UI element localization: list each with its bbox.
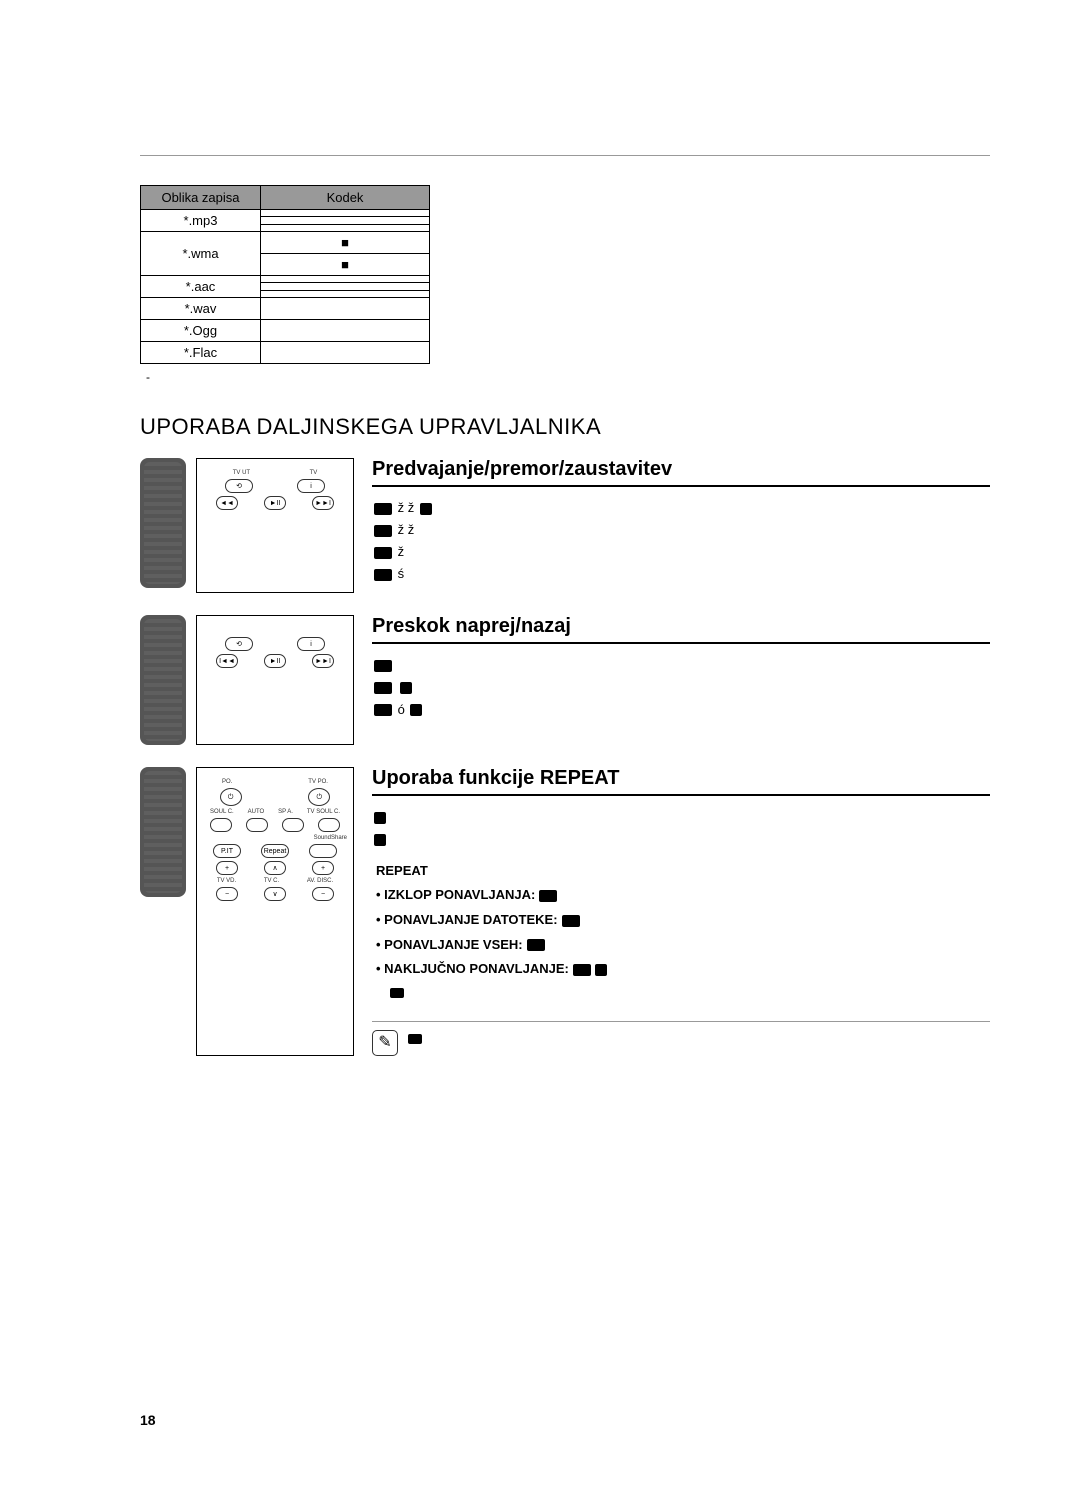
remote-btn xyxy=(282,818,304,832)
table-cell-codec: ■ xyxy=(261,254,430,276)
remote-btn: − xyxy=(312,887,334,901)
codec-note: - xyxy=(158,370,990,384)
remote-diagram-3: PO.TV PO. ⏻⏻ SOUL C.AUTOSP A.TV SOUL C. … xyxy=(140,767,354,1055)
remote-detail-3: PO.TV PO. ⏻⏻ SOUL C.AUTOSP A.TV SOUL C. … xyxy=(196,767,354,1055)
repeat-item: NAKLJUČNO PONAVLJANJE: xyxy=(376,957,990,982)
body-text xyxy=(372,806,990,850)
table-cell-codec xyxy=(261,217,430,224)
remote-btn: ⏻ xyxy=(308,788,330,806)
body-text: ó xyxy=(372,654,990,720)
remote-mini-icon xyxy=(140,458,186,588)
sub-title-1: Predvajanje/premor/zaustavitev xyxy=(372,458,990,487)
note-block: ✎ xyxy=(372,1021,990,1056)
remote-btn: i xyxy=(297,479,325,493)
remote-btn: i xyxy=(297,637,325,651)
table-cell-codec: ■ xyxy=(261,232,430,254)
remote-diagram-1: TV UTTV ⟲i ◄◄►II►►I xyxy=(140,458,354,593)
note-icon: ✎ xyxy=(372,1030,398,1056)
remote-btn: ⟲ xyxy=(225,479,253,493)
table-cell-codec xyxy=(261,298,430,320)
table-cell-format: *.mp3 xyxy=(141,210,261,232)
table-cell-format: *.Flac xyxy=(141,342,261,364)
repeat-item: PONAVLJANJE DATOTEKE: xyxy=(376,908,990,933)
remote-btn: ∨ xyxy=(264,887,286,901)
remote-btn: P.IT xyxy=(213,844,241,858)
body-text: ž ž ž ž ž ś xyxy=(372,497,990,585)
remote-btn: ►►I xyxy=(312,496,334,510)
remote-btn: I◄◄ xyxy=(216,654,238,668)
table-cell-codec xyxy=(261,320,430,342)
remote-btn: ►►I xyxy=(312,654,334,668)
sub-title-3: Uporaba funkcije REPEAT xyxy=(372,767,990,796)
th-codec: Kodek xyxy=(261,186,430,210)
remote-btn: Repeat xyxy=(261,844,289,858)
codec-table: Oblika zapisa Kodek *.mp3*.wma■■*.aac*.w… xyxy=(140,185,430,364)
remote-btn: ⏻ xyxy=(220,788,242,806)
remote-btn: ◄◄ xyxy=(216,496,238,510)
table-cell-codec xyxy=(261,210,430,217)
remote-btn xyxy=(210,818,232,832)
table-cell-codec xyxy=(261,290,430,297)
sub-title-2: Preskok naprej/nazaj xyxy=(372,615,990,644)
remote-mini-icon xyxy=(140,615,186,745)
page-number: 18 xyxy=(140,1412,156,1428)
table-cell-codec xyxy=(261,342,430,364)
repeat-list: REPEAT IZKLOP PONAVLJANJA: PONAVLJANJE D… xyxy=(376,859,990,1007)
table-cell-codec xyxy=(261,224,430,231)
remote-btn: − xyxy=(216,887,238,901)
remote-btn: ►II xyxy=(264,496,286,510)
remote-btn: + xyxy=(312,861,334,875)
table-cell-format: *.aac xyxy=(141,276,261,298)
remote-detail-2: ⟲ i I◄◄ ►II ►►I xyxy=(196,615,354,745)
table-cell-codec xyxy=(261,283,430,290)
remote-btn: + xyxy=(216,861,238,875)
remote-btn xyxy=(309,844,337,858)
remote-btn xyxy=(318,818,340,832)
top-divider xyxy=(140,155,990,156)
section-repeat: PO.TV PO. ⏻⏻ SOUL C.AUTOSP A.TV SOUL C. … xyxy=(140,767,990,1055)
section-play-pause: TV UTTV ⟲i ◄◄►II►►I Predvajanje/premor/z… xyxy=(140,458,990,593)
remote-mini-icon xyxy=(140,767,186,897)
remote-diagram-2: ⟲ i I◄◄ ►II ►►I xyxy=(140,615,354,745)
section-title: UPORABA DALJINSKEGA UPRAVLJALNIKA xyxy=(140,414,990,440)
repeat-item: IZKLOP PONAVLJANJA: xyxy=(376,883,990,908)
repeat-header: REPEAT xyxy=(376,859,990,884)
table-cell-format: *.wma xyxy=(141,232,261,276)
remote-detail-1: TV UTTV ⟲i ◄◄►II►►I xyxy=(196,458,354,593)
remote-btn xyxy=(246,818,268,832)
remote-btn: ►II xyxy=(264,654,286,668)
table-cell-format: *.wav xyxy=(141,298,261,320)
remote-btn: ⟲ xyxy=(225,637,253,651)
table-cell-format: *.Ogg xyxy=(141,320,261,342)
table-cell-codec xyxy=(261,276,430,283)
remote-btn: ∧ xyxy=(264,861,286,875)
th-format: Oblika zapisa xyxy=(141,186,261,210)
section-skip: ⟲ i I◄◄ ►II ►►I Preskok naprej/nazaj ó xyxy=(140,615,990,745)
repeat-item: PONAVLJANJE VSEH: xyxy=(376,933,990,958)
